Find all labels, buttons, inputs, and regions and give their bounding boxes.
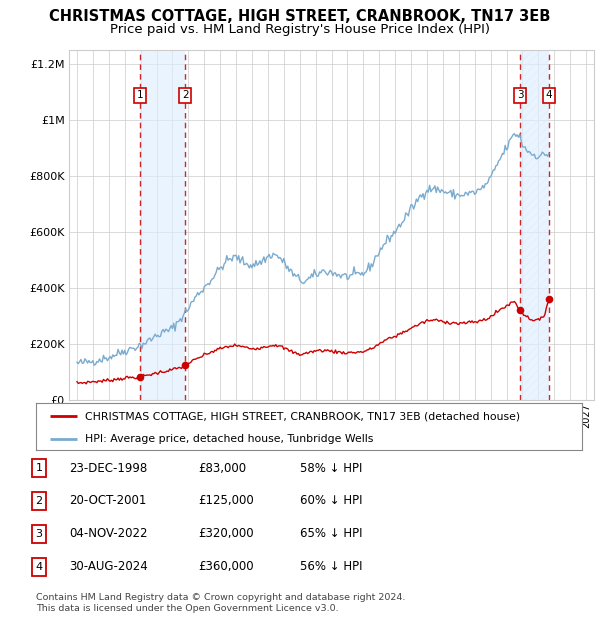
- Text: CHRISTMAS COTTAGE, HIGH STREET, CRANBROOK, TN17 3EB: CHRISTMAS COTTAGE, HIGH STREET, CRANBROO…: [49, 9, 551, 24]
- Text: 20-OCT-2001: 20-OCT-2001: [69, 495, 146, 507]
- Text: 60% ↓ HPI: 60% ↓ HPI: [300, 495, 362, 507]
- Text: 4: 4: [35, 562, 43, 572]
- Bar: [140, 50, 185, 400]
- Text: 3: 3: [35, 529, 43, 539]
- Text: 2: 2: [182, 90, 188, 100]
- Text: £125,000: £125,000: [198, 495, 254, 507]
- Text: HPI: Average price, detached house, Tunbridge Wells: HPI: Average price, detached house, Tunb…: [85, 434, 374, 445]
- Text: 23-DEC-1998: 23-DEC-1998: [69, 462, 147, 474]
- Text: 2: 2: [35, 496, 43, 506]
- Text: 1: 1: [137, 90, 143, 100]
- Text: 04-NOV-2022: 04-NOV-2022: [69, 528, 148, 540]
- Text: £83,000: £83,000: [198, 462, 246, 474]
- Text: 30-AUG-2024: 30-AUG-2024: [69, 560, 148, 573]
- Text: 3: 3: [517, 90, 523, 100]
- Text: 1: 1: [35, 463, 43, 473]
- Text: £360,000: £360,000: [198, 560, 254, 573]
- Text: 65% ↓ HPI: 65% ↓ HPI: [300, 528, 362, 540]
- Text: Contains HM Land Registry data © Crown copyright and database right 2024.
This d: Contains HM Land Registry data © Crown c…: [36, 593, 406, 613]
- Text: 56% ↓ HPI: 56% ↓ HPI: [300, 560, 362, 573]
- Text: 58% ↓ HPI: 58% ↓ HPI: [300, 462, 362, 474]
- Text: 4: 4: [545, 90, 552, 100]
- Text: CHRISTMAS COTTAGE, HIGH STREET, CRANBROOK, TN17 3EB (detached house): CHRISTMAS COTTAGE, HIGH STREET, CRANBROO…: [85, 411, 520, 421]
- Text: £320,000: £320,000: [198, 528, 254, 540]
- Bar: [520, 50, 549, 400]
- Text: Price paid vs. HM Land Registry's House Price Index (HPI): Price paid vs. HM Land Registry's House …: [110, 23, 490, 36]
